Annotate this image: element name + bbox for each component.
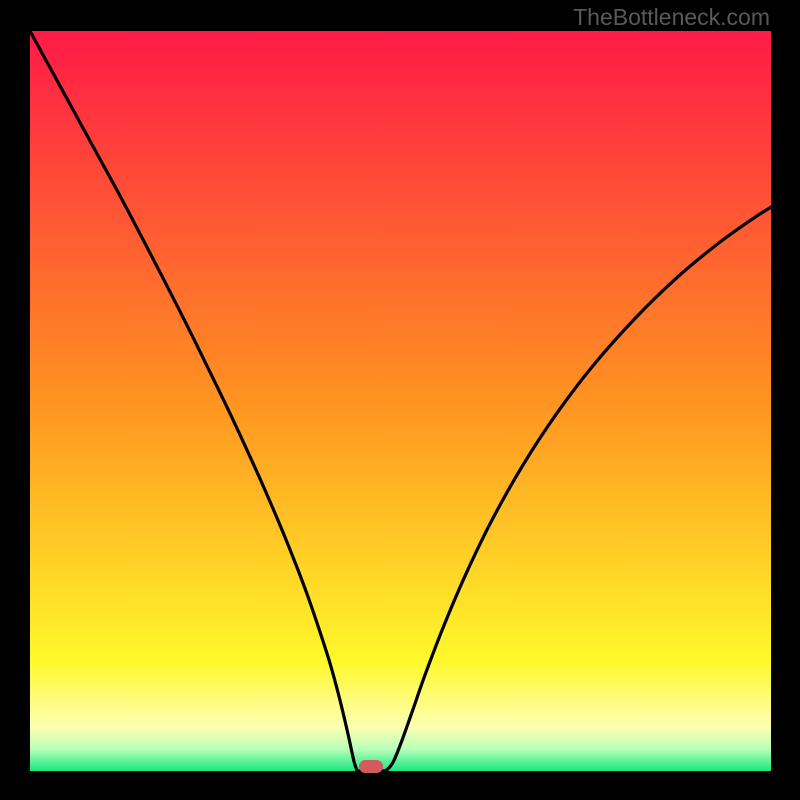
watermark-text: TheBottleneck.com	[573, 4, 770, 31]
gradient-plot-area	[30, 31, 771, 771]
optimal-point-marker	[359, 760, 383, 773]
